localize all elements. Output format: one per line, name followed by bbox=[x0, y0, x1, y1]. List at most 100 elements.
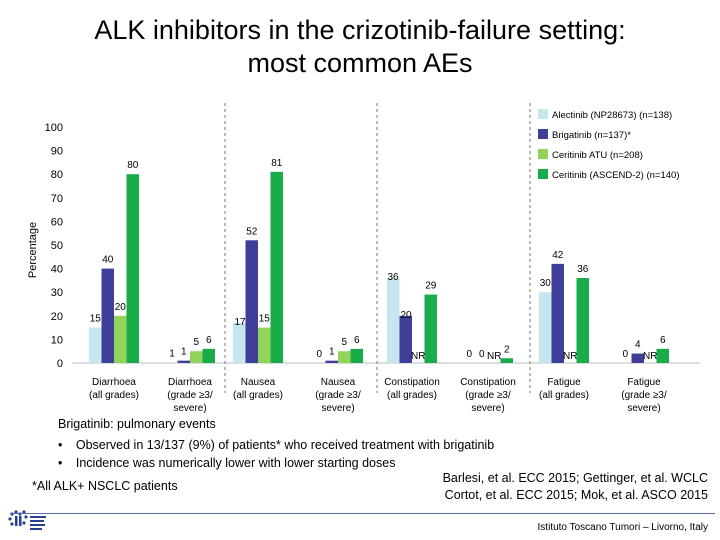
bar-value-label: 80 bbox=[127, 160, 139, 171]
adverse-events-bar-chart: Percentage010203040506070809010015402080… bbox=[27, 103, 700, 414]
reference-line-2: Cortot, et al. ECC 2015; Mok, et al. ASC… bbox=[444, 488, 708, 502]
annotation-label: 17 bbox=[234, 317, 246, 328]
footer-divider bbox=[10, 513, 715, 514]
footer-institute: Istituto Toscano Tumori – Livorno, Italy bbox=[537, 522, 708, 533]
bullet-marker: • bbox=[58, 456, 63, 470]
references: Barlesi, et al. ECC 2015; Gettinger, et … bbox=[443, 470, 708, 504]
bar-value-label: 81 bbox=[271, 158, 283, 169]
category-label-line2: (grade ≥3/ bbox=[315, 390, 361, 401]
category-label-line1: Constipation bbox=[384, 377, 440, 388]
category-label-line3: severe) bbox=[321, 403, 354, 414]
bar-value-label: NR bbox=[563, 351, 577, 362]
category-label-line1: Fatigue bbox=[547, 377, 581, 388]
bar-2 bbox=[551, 263, 564, 363]
bar-4 bbox=[500, 358, 513, 363]
bar-3 bbox=[190, 351, 203, 363]
y-axis-label: Percentage bbox=[27, 222, 39, 278]
legend-swatch bbox=[538, 169, 548, 179]
bar-4 bbox=[424, 294, 437, 363]
bar-1 bbox=[387, 278, 400, 363]
legend-swatch bbox=[538, 109, 548, 119]
notes-bullet-1: • Observed in 13/137 (9%) of patients* w… bbox=[58, 437, 494, 453]
bar-value-label: 2 bbox=[504, 344, 510, 355]
bar-value-label: NR bbox=[487, 351, 501, 362]
slide-title-line1: ALK inhibitors in the crizotinib-failure… bbox=[94, 15, 626, 45]
bar-value-label: 1 bbox=[181, 347, 187, 358]
bar-4 bbox=[270, 171, 283, 363]
bar-2 bbox=[399, 315, 412, 363]
legend-swatch bbox=[538, 149, 548, 159]
category-label-line1: Constipation bbox=[460, 377, 516, 388]
category-label-line2: (all grades) bbox=[89, 390, 139, 401]
y-tick-label: 50 bbox=[51, 240, 63, 252]
notes-heading: Brigatinib: pulmonary events bbox=[58, 417, 216, 431]
bar-4 bbox=[126, 174, 139, 363]
category-label-line2: (all grades) bbox=[233, 390, 283, 401]
y-tick-label: 80 bbox=[51, 169, 63, 181]
notes-bullet-2: • Incidence was numerically lower with l… bbox=[58, 455, 395, 471]
bar-value-label: 1 bbox=[329, 347, 335, 358]
footnote: *All ALK+ NSCLC patients bbox=[32, 479, 178, 493]
legend-label: Ceritinib (ASCEND-2) (n=140) bbox=[552, 170, 680, 181]
bar-value-label: 6 bbox=[660, 335, 666, 346]
slide-title: ALK inhibitors in the crizotinib-failure… bbox=[0, 14, 720, 80]
y-tick-label: 90 bbox=[51, 146, 63, 158]
bar-value-label: NR bbox=[643, 351, 657, 362]
bar-value-label: 36 bbox=[577, 264, 589, 275]
y-tick-label: 10 bbox=[51, 334, 63, 346]
bar-3 bbox=[114, 315, 127, 363]
bar-value-label: 0 bbox=[316, 349, 322, 360]
y-tick-label: 60 bbox=[51, 216, 63, 228]
bar-value-label: 5 bbox=[193, 337, 199, 348]
y-tick-label: 40 bbox=[51, 264, 63, 276]
legend-label: Brigatinib (n=137)* bbox=[552, 130, 631, 141]
annotation-label: 36 bbox=[387, 272, 399, 283]
bar-value-label: 52 bbox=[246, 226, 258, 237]
bar-value-label: 30 bbox=[540, 278, 552, 289]
bar-value-label: 15 bbox=[90, 314, 102, 325]
bar-3 bbox=[338, 351, 351, 363]
bar-2 bbox=[245, 240, 258, 363]
bar-value-label: 0 bbox=[622, 349, 628, 360]
itt-logo bbox=[8, 510, 46, 530]
y-tick-label: 70 bbox=[51, 193, 63, 205]
bar-value-label: 4 bbox=[635, 340, 641, 351]
category-label-line1: Nausea bbox=[241, 377, 276, 388]
category-label-line2: (grade ≥3/ bbox=[167, 390, 213, 401]
category-label-line3: severe) bbox=[173, 403, 206, 414]
bar-4 bbox=[202, 348, 215, 363]
notes-bullet-1-text: Observed in 13/137 (9%) of patients* who… bbox=[75, 438, 495, 452]
category-label-line1: Nausea bbox=[321, 377, 356, 388]
category-label-line1: Diarrhoea bbox=[168, 377, 212, 388]
bar-value-label: NR bbox=[411, 351, 425, 362]
category-label-line2: (grade ≥3/ bbox=[621, 390, 667, 401]
category-label-line2: (all grades) bbox=[539, 390, 589, 401]
bar-4 bbox=[656, 348, 669, 363]
bar-2 bbox=[631, 353, 644, 363]
bar-value-label: 29 bbox=[425, 281, 437, 292]
category-label-line1: Fatigue bbox=[627, 377, 661, 388]
notes-bullet-2-text: Incidence was numerically lower with low… bbox=[75, 456, 396, 470]
y-tick-label: 30 bbox=[51, 287, 63, 299]
bar-4 bbox=[350, 348, 363, 363]
slide-title-line2: most common AEs bbox=[247, 48, 473, 78]
y-tick-label: 0 bbox=[57, 358, 63, 370]
bar-2 bbox=[101, 268, 114, 363]
bar-2 bbox=[177, 360, 190, 363]
annotation-label: 20 bbox=[400, 310, 412, 321]
bar-value-label: 15 bbox=[259, 314, 271, 325]
y-tick-label: 100 bbox=[45, 122, 63, 134]
reference-line-1: Barlesi, et al. ECC 2015; Gettinger, et … bbox=[442, 471, 708, 485]
bullet-marker: • bbox=[58, 438, 63, 452]
bar-2 bbox=[325, 360, 338, 363]
y-tick-label: 20 bbox=[51, 311, 63, 323]
legend-label: Alectinib (NP28673) (n=138) bbox=[552, 110, 672, 121]
legend-swatch bbox=[538, 129, 548, 139]
bar-1 bbox=[539, 292, 552, 363]
category-label-line2: (grade ≥3/ bbox=[465, 390, 511, 401]
annotation-label: 1 bbox=[169, 348, 175, 359]
bar-1 bbox=[89, 327, 102, 363]
bar-value-label: 5 bbox=[341, 337, 347, 348]
bar-value-label: 42 bbox=[552, 250, 564, 261]
category-label-line3: severe) bbox=[627, 403, 660, 414]
